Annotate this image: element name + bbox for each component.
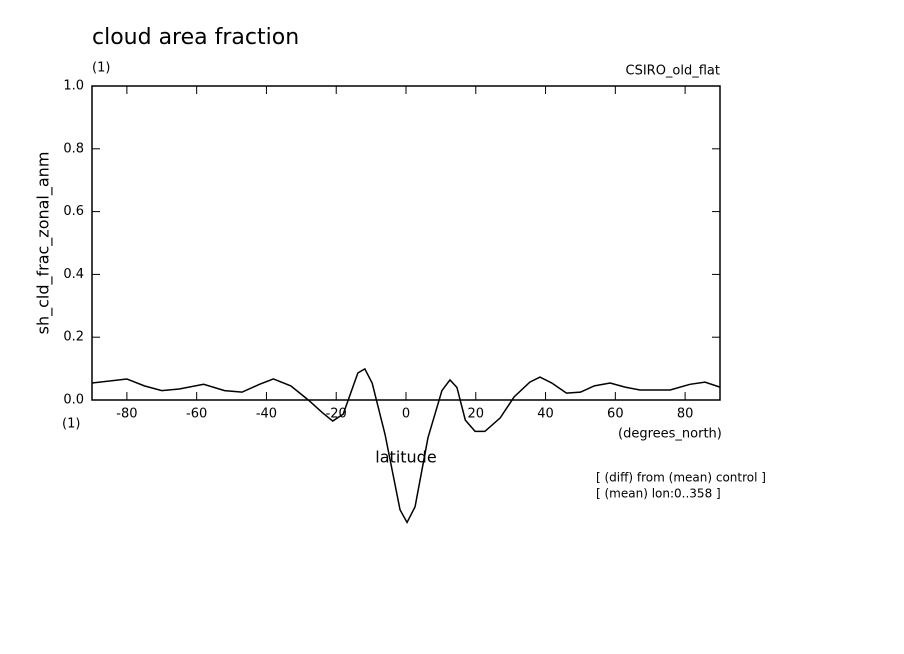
note: [ (mean) lon:0..358 ] — [596, 487, 721, 501]
x-tick-label: 40 — [537, 407, 554, 422]
x-axis-label: latitude — [375, 448, 436, 467]
x-tick-label: -20 — [326, 407, 347, 422]
source-label: CSIRO_old_flat — [626, 64, 721, 79]
y-tick-label: 0.6 — [63, 204, 84, 219]
x-tick-label: 0 — [402, 407, 410, 422]
y-tick-label: 0.0 — [63, 393, 84, 408]
chart-title: cloud area fraction — [92, 25, 299, 50]
y-tick-label: 0.4 — [63, 267, 84, 282]
x-unit: (1) — [62, 417, 80, 432]
x-tick-label: 60 — [607, 407, 624, 422]
subtitle: (1) — [92, 61, 110, 76]
x-unit-label: (degrees_north) — [618, 427, 722, 442]
x-tick-label: -80 — [116, 407, 137, 422]
note: [ (diff) from (mean) control ] — [596, 471, 766, 485]
y-axis-label: sh_cld_frac_zonal_anm — [34, 152, 54, 335]
x-tick-label: 80 — [677, 407, 694, 422]
plot-frame — [91, 85, 721, 401]
y-tick-label: 0.2 — [63, 330, 84, 345]
x-tick-label: -40 — [256, 407, 277, 422]
x-tick-label: -60 — [186, 407, 207, 422]
data-line — [91, 367, 721, 525]
y-tick-label: 0.8 — [63, 141, 84, 156]
x-tick-label: 20 — [468, 407, 485, 422]
y-tick-label: 1.0 — [63, 79, 84, 94]
